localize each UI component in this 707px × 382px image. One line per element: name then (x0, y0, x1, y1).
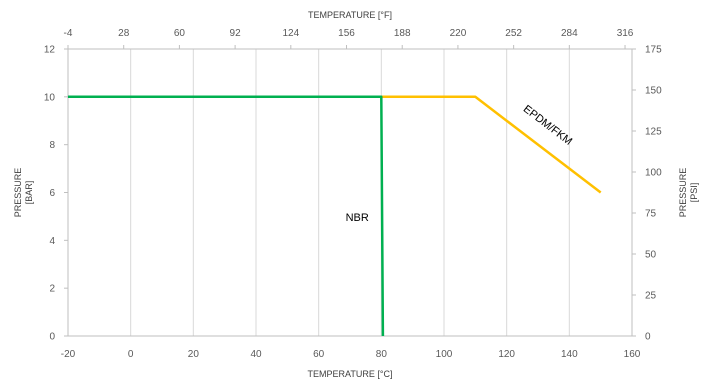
y-right-tick-label: 0 (645, 332, 651, 343)
y-right-tick-label: 150 (645, 86, 662, 97)
y-right-axis-title: PRESSURE[PSI] (678, 168, 699, 218)
y-left-axis-title: PRESSURE[BAR] (13, 168, 34, 218)
y-right-tick-label: 25 (645, 291, 657, 302)
x-bottom-tick-label: 40 (250, 349, 262, 360)
x-bottom-tick-label: -20 (61, 349, 76, 360)
x-top-tick-label: -4 (64, 28, 73, 39)
y-left-axis-title-line: [BAR] (24, 181, 34, 205)
series-label-epdm-fkm: EPDM/FKM (521, 103, 574, 148)
y-right-tick-label: 50 (645, 250, 657, 261)
x-bottom-tick-label: 140 (561, 349, 578, 360)
y-right-axis-title-line: [PSI] (689, 183, 699, 203)
series-label-nbr: NBR (346, 212, 369, 224)
x-bottom-tick-label: 80 (376, 349, 388, 360)
y-left-tick-label: 10 (44, 92, 56, 103)
grid-lines (67, 49, 633, 336)
x-top-tick-label: 60 (174, 28, 186, 39)
x-top-tick-label: 220 (450, 28, 467, 39)
axes (64, 45, 636, 337)
series-line-nbr (68, 95, 385, 337)
y-left-axis-title-line: PRESSURE (13, 168, 23, 218)
y-left-tick-label: 4 (49, 236, 55, 247)
y-left-tick-label: 8 (49, 140, 55, 151)
x-bottom-tick-label: 160 (624, 349, 641, 360)
y-right-tick-label: 125 (645, 127, 662, 138)
x-bottom-tick-label: 100 (436, 349, 453, 360)
x-top-tick-label: 188 (394, 28, 411, 39)
x-top-tick-label: 28 (118, 28, 130, 39)
x-top-tick-label: 252 (505, 28, 522, 39)
x-top-axis-title: TEMPERATURE [°F] (308, 10, 392, 20)
x-top-tick-label: 92 (230, 28, 242, 39)
y-right-tick-label: 100 (645, 168, 662, 179)
y-left-tick-label: 0 (49, 332, 55, 343)
y-right-tick-label: 175 (645, 45, 662, 56)
y-left-tick-label: 12 (44, 45, 56, 56)
x-bottom-tick-label: 20 (188, 349, 200, 360)
x-top-tick-label: 156 (338, 28, 355, 39)
y-right-axis-title-line: PRESSURE (678, 168, 688, 218)
x-top-tick-label: 284 (561, 28, 578, 39)
axis-labels: -20 0 20 40 60 80 100 120 140 160-4 28 60 92 124 156 18… (13, 10, 699, 379)
y-left-tick-label: 2 (49, 284, 55, 295)
x-bottom-axis-title: TEMPERATURE [°C] (308, 369, 393, 379)
data-series (68, 95, 602, 337)
y-left-tick-label: 6 (49, 188, 55, 199)
x-bottom-tick-label: 0 (128, 349, 134, 360)
x-bottom-tick-label: 60 (313, 349, 325, 360)
x-bottom-tick-label: 120 (498, 349, 515, 360)
x-top-tick-label: 316 (617, 28, 634, 39)
x-top-tick-label: 124 (282, 28, 299, 39)
y-right-tick-label: 75 (645, 209, 657, 220)
